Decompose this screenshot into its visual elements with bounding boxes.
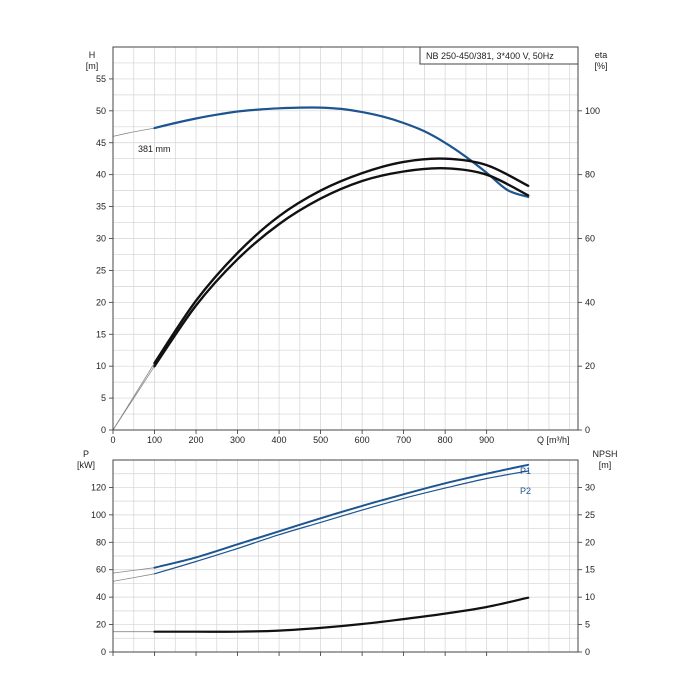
left-tick-label: 20 — [96, 297, 106, 307]
chart-title: NB 250-450/381, 3*400 V, 50Hz — [426, 51, 554, 61]
left-tick-label: 50 — [96, 106, 106, 116]
right-tick-label: 100 — [585, 106, 600, 116]
left-tick-label: 20 — [96, 620, 106, 630]
left-tick-label: 40 — [96, 592, 106, 602]
left-tick-label: 120 — [91, 482, 106, 492]
right-tick-label: 20 — [585, 537, 595, 547]
chart-title-box: NB 250-450/381, 3*400 V, 50Hz — [419, 46, 579, 65]
top-grid — [113, 47, 578, 430]
eta-axis-unit: [%] — [594, 61, 607, 71]
right-tick-label: 25 — [585, 510, 595, 520]
right-tick-label: 0 — [585, 647, 590, 657]
series-extension-line — [112, 567, 155, 574]
power-axis-unit: [kW] — [77, 460, 95, 470]
right-tick-label: 30 — [585, 482, 595, 492]
x-tick-label: 300 — [230, 435, 245, 445]
right-tick-label: 60 — [585, 234, 595, 244]
left-tick-label: 35 — [96, 202, 106, 212]
x-tick-label: 0 — [110, 435, 115, 445]
left-tick-label: 60 — [96, 565, 106, 575]
left-tick-label: 30 — [96, 234, 106, 244]
right-tick-label: 5 — [585, 620, 590, 630]
top-series — [112, 106, 530, 431]
series-line-npsh — [153, 596, 530, 633]
left-tick-label: 0 — [101, 425, 106, 435]
right-tick-label: 80 — [585, 170, 595, 180]
x-tick-label: 700 — [396, 435, 411, 445]
left-tick-label: 100 — [91, 510, 106, 520]
series-extension-line — [112, 127, 155, 137]
right-tick-label: 10 — [585, 592, 595, 602]
series-line-p2 — [153, 470, 529, 575]
left-tick-label: 10 — [96, 361, 106, 371]
p1-series-label: P1 — [520, 466, 531, 476]
series-extension-line — [112, 365, 155, 431]
p2-series-label: P2 — [520, 486, 531, 496]
top-axes: 0 5 10 15 20 25 30 35 40 45 50 55 0 20 40 60 80 100 0 100 20… — [96, 74, 600, 445]
left-tick-label: 55 — [96, 74, 106, 84]
right-tick-label: 20 — [585, 361, 595, 371]
npsh-axis-unit: [m] — [599, 460, 612, 470]
head-axis-title: H — [89, 50, 96, 60]
left-tick-label: 15 — [96, 329, 106, 339]
left-tick-label: 80 — [96, 537, 106, 547]
bottom-series — [112, 463, 530, 633]
series-line-p1 — [153, 463, 530, 569]
head-axis-unit: [m] — [86, 61, 99, 71]
x-tick-label: 100 — [147, 435, 162, 445]
x-tick-label: 600 — [355, 435, 370, 445]
bottom-grid — [113, 460, 578, 652]
left-tick-label: 45 — [96, 138, 106, 148]
x-tick-label: 200 — [189, 435, 204, 445]
left-tick-label: 40 — [96, 170, 106, 180]
series-line-efficiency-upper — [153, 157, 530, 365]
bottom-plot-frame — [112, 459, 579, 653]
x-tick-label: 900 — [479, 435, 494, 445]
top-plot-frame — [112, 46, 579, 431]
eta-axis-title: eta — [595, 50, 608, 60]
left-tick-label: 5 — [101, 393, 106, 403]
bottom-axes: 0 20 40 60 80 100 120 0 5 10 15 20 25 30 — [91, 482, 595, 657]
series-line-381-mm — [153, 106, 530, 199]
power-axis-title: P — [83, 449, 89, 459]
impeller-diameter-label: 381 mm — [138, 144, 171, 154]
flow-axis-title: Q [m³/h] — [537, 435, 570, 445]
x-tick-label: 500 — [313, 435, 328, 445]
left-tick-label: 0 — [101, 647, 106, 657]
left-tick-label: 25 — [96, 265, 106, 275]
right-tick-label: 0 — [585, 425, 590, 435]
right-tick-label: 15 — [585, 565, 595, 575]
x-tick-label: 400 — [272, 435, 287, 445]
series-extension-line — [112, 573, 155, 582]
right-tick-label: 40 — [585, 297, 595, 307]
x-tick-label: 800 — [438, 435, 453, 445]
npsh-axis-title: NPSH — [592, 449, 617, 459]
series-line-efficiency-lower — [153, 167, 530, 368]
